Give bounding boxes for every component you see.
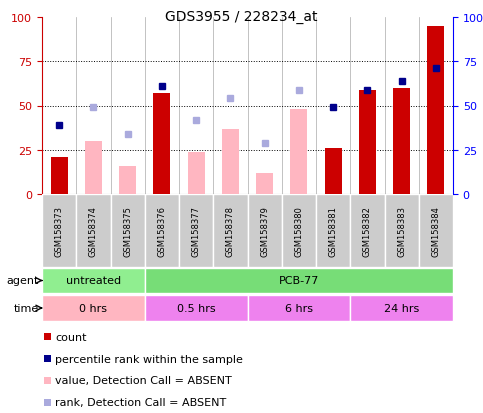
Bar <box>44 355 51 362</box>
Bar <box>42 296 145 321</box>
Text: 6 hrs: 6 hrs <box>285 303 313 313</box>
Bar <box>350 195 384 267</box>
Text: PCB-77: PCB-77 <box>279 276 319 286</box>
Bar <box>325 149 341 195</box>
Bar <box>213 195 247 267</box>
Bar <box>179 195 213 267</box>
Text: 24 hrs: 24 hrs <box>384 303 419 313</box>
Text: GSM158382: GSM158382 <box>363 206 372 256</box>
Bar <box>44 334 51 341</box>
Bar <box>256 173 273 195</box>
Text: value, Detection Call = ABSENT: value, Detection Call = ABSENT <box>55 375 232 385</box>
Bar <box>427 27 444 195</box>
Bar <box>282 195 316 267</box>
Bar <box>145 296 247 321</box>
Bar <box>44 399 51 406</box>
Text: GSM158376: GSM158376 <box>157 206 166 256</box>
Bar <box>359 90 376 195</box>
Bar <box>187 152 205 195</box>
Text: GSM158373: GSM158373 <box>55 206 64 256</box>
Text: untreated: untreated <box>66 276 121 286</box>
Bar <box>247 195 282 267</box>
Text: GSM158383: GSM158383 <box>397 206 406 256</box>
Text: 0 hrs: 0 hrs <box>79 303 107 313</box>
Bar <box>51 157 68 195</box>
Bar <box>393 88 410 195</box>
Bar <box>44 377 51 384</box>
Text: GSM158381: GSM158381 <box>328 206 338 256</box>
Text: GSM158377: GSM158377 <box>192 206 200 256</box>
Bar <box>145 195 179 267</box>
Bar <box>384 195 419 267</box>
Bar <box>350 296 453 321</box>
Bar <box>42 195 76 267</box>
Bar <box>145 269 453 293</box>
Text: GDS3955 / 228234_at: GDS3955 / 228234_at <box>165 10 318 24</box>
Text: GSM158374: GSM158374 <box>89 206 98 256</box>
Text: 0.5 hrs: 0.5 hrs <box>177 303 215 313</box>
Text: count: count <box>55 332 86 342</box>
Bar <box>419 195 453 267</box>
Bar <box>222 129 239 195</box>
Bar <box>247 296 350 321</box>
Text: GSM158378: GSM158378 <box>226 206 235 256</box>
Text: rank, Detection Call = ABSENT: rank, Detection Call = ABSENT <box>55 397 226 407</box>
Text: time: time <box>14 303 39 313</box>
Text: GSM158380: GSM158380 <box>294 206 303 256</box>
Text: GSM158375: GSM158375 <box>123 206 132 256</box>
Bar <box>153 94 170 195</box>
Text: GSM158379: GSM158379 <box>260 206 269 256</box>
Bar <box>111 195 145 267</box>
Bar <box>42 269 145 293</box>
Bar <box>85 142 102 195</box>
Bar <box>119 166 136 195</box>
Text: GSM158384: GSM158384 <box>431 206 440 256</box>
Bar <box>290 110 308 195</box>
Text: agent: agent <box>7 276 39 286</box>
Bar <box>316 195 350 267</box>
Bar <box>76 195 111 267</box>
Text: percentile rank within the sample: percentile rank within the sample <box>55 354 243 364</box>
